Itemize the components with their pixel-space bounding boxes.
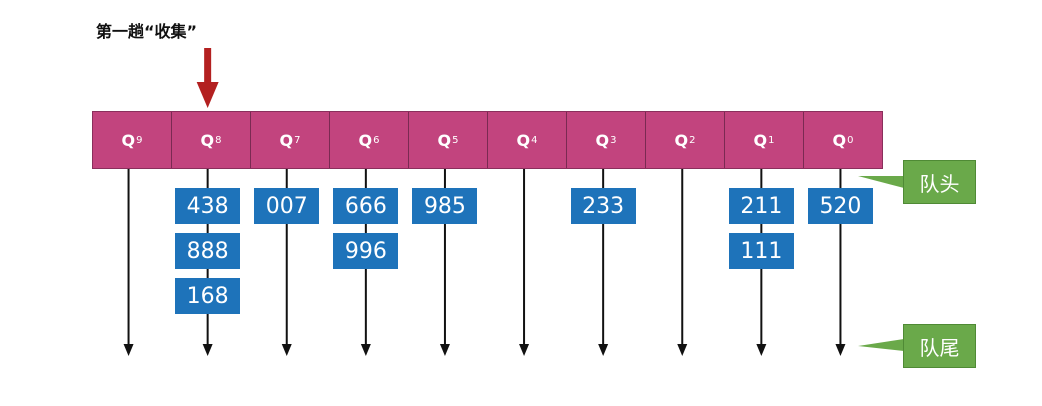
- number-box: 438: [175, 188, 241, 224]
- queue-arrowhead-2: [281, 344, 292, 356]
- bucket-label: Q: [516, 130, 531, 150]
- bucket-subscript: 6: [373, 134, 380, 146]
- number-box: 996: [333, 233, 399, 269]
- bucket-label: Q: [437, 130, 452, 150]
- queue-arrowhead-7: [677, 344, 688, 356]
- number-box: 007: [254, 188, 320, 224]
- bucket-subscript: 0: [847, 134, 854, 146]
- head-callout: [858, 176, 904, 188]
- bucket-subscript: 7: [294, 134, 301, 146]
- number-box: 233: [570, 188, 636, 224]
- bucket-label: Q: [674, 130, 689, 150]
- down-arrow-head-icon: [196, 82, 219, 108]
- number-box: 666: [333, 188, 399, 224]
- bucket-label: Q: [753, 130, 768, 150]
- queue-arrowhead-1: [202, 344, 213, 356]
- bucket-subscript: 1: [768, 134, 775, 146]
- bucket-label: Q: [595, 130, 610, 150]
- bucket-label: Q: [121, 130, 136, 150]
- bucket-label: Q: [832, 130, 847, 150]
- bucket-label: Q: [358, 130, 373, 150]
- queue-arrowhead-6: [598, 344, 609, 356]
- bucket-subscript: 2: [689, 134, 696, 146]
- number-box: 168: [175, 278, 241, 314]
- bucket-subscript: 9: [136, 134, 143, 146]
- queue-tail-label: 队尾: [903, 324, 976, 368]
- number-box: 520: [807, 188, 873, 224]
- down-arrow-icon: [204, 48, 212, 84]
- bucket-label: Q: [200, 130, 215, 150]
- queue-arrowhead-8: [756, 344, 767, 356]
- number-box: 888: [175, 233, 241, 269]
- diagram-title: 第一趟“收集”: [96, 22, 198, 41]
- bucket-subscript: 8: [215, 134, 222, 146]
- bucket-subscript: 4: [531, 134, 538, 146]
- bucket-subscript: 3: [610, 134, 617, 146]
- tail-callout: [858, 339, 904, 351]
- number-box: 211: [728, 188, 794, 224]
- queue-arrowhead-9: [835, 344, 846, 356]
- number-box: 985: [412, 188, 478, 224]
- number-box: 111: [728, 233, 794, 269]
- queue-arrowhead-5: [519, 344, 530, 356]
- queue-arrowhead-4: [439, 344, 450, 356]
- queue-arrowhead-0: [123, 344, 134, 356]
- queue-arrowhead-3: [360, 344, 371, 356]
- queue-head-label: 队头: [903, 160, 976, 204]
- bucket-subscript: 5: [452, 134, 459, 146]
- bucket-label: Q: [279, 130, 294, 150]
